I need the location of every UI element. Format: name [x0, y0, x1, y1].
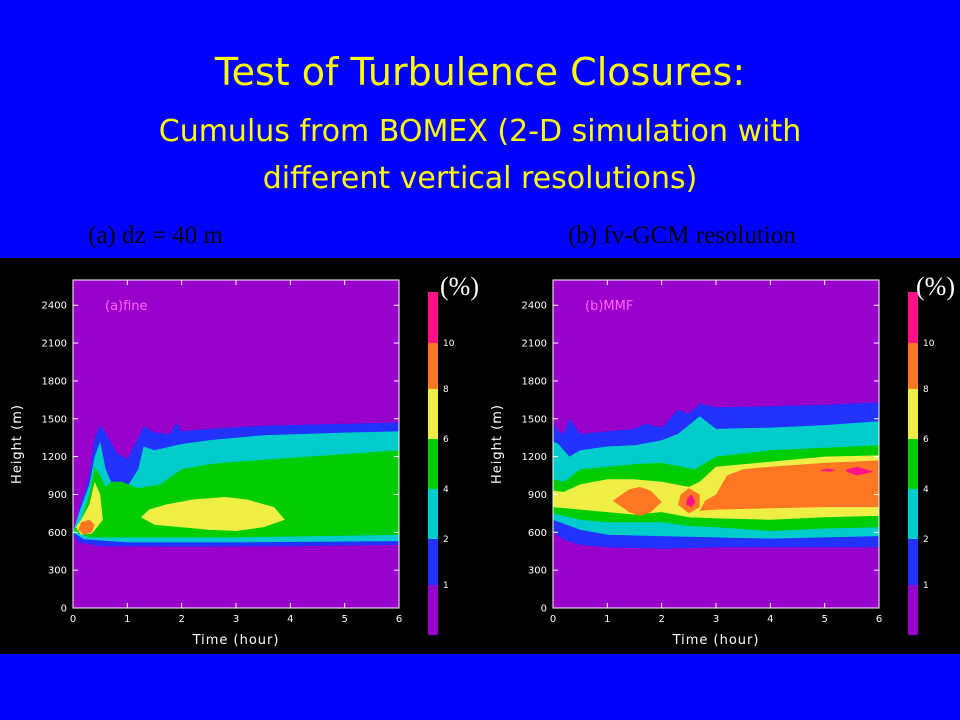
- colorbar-segment: [908, 292, 918, 343]
- colorbar-tick-label: 4: [443, 485, 449, 495]
- x-tick-label: 5: [341, 614, 347, 625]
- y-tick-label: 0: [541, 604, 547, 615]
- colorbar-segment: [908, 585, 918, 635]
- colorbar-tick-label: 8: [443, 385, 449, 395]
- colorbar-segment: [908, 343, 918, 389]
- panel-label: (b)MMF: [585, 299, 633, 314]
- y-tick-label: 2100: [42, 339, 67, 350]
- contour-level-10: [686, 494, 696, 508]
- panel-label: (a)fine: [105, 299, 148, 314]
- y-tick-label: 1800: [522, 376, 547, 387]
- x-tick-label: 1: [124, 614, 130, 625]
- colorbar-unit-b: (%): [916, 272, 955, 301]
- y-tick-label: 0: [61, 604, 67, 615]
- colorbar-tick-label: 2: [443, 535, 449, 545]
- colorbar-tick-label: 10: [443, 339, 455, 349]
- slide-title: Test of Turbulence Closures:: [214, 50, 746, 94]
- colorbar-segment: [908, 489, 918, 539]
- colorbar-tick-label: 10: [923, 339, 935, 349]
- y-tick-label: 2400: [522, 301, 547, 312]
- y-tick-label: 1200: [42, 452, 67, 463]
- colorbar-segment: [428, 292, 438, 343]
- x-axis-label: Time (hour): [192, 633, 280, 648]
- y-tick-label: 900: [48, 490, 67, 501]
- contour-level-8: [78, 519, 95, 535]
- y-tick-label: 2100: [522, 339, 547, 350]
- colorbar-segment: [908, 389, 918, 439]
- y-tick-label: 1800: [42, 376, 67, 387]
- x-tick-label: 2: [178, 614, 184, 625]
- colorbar-unit-a: (%): [440, 272, 479, 301]
- contour-level-8: [612, 486, 662, 516]
- x-tick-label: 3: [713, 614, 719, 625]
- caption-panel-b: (b) fv-GCM resolution: [568, 222, 796, 249]
- caption-panel-a: (a) dz = 40 m: [88, 222, 223, 249]
- slide-subtitle: Cumulus from BOMEX (2-D simulation with …: [0, 108, 960, 202]
- x-axis-label: Time (hour): [672, 633, 760, 648]
- y-tick-label: 1500: [522, 414, 547, 425]
- colorbar-tick-label: 6: [923, 435, 929, 445]
- colorbar-tick-label: 2: [923, 535, 929, 545]
- contour-level-10: [846, 466, 874, 476]
- x-tick-label: 0: [70, 614, 76, 625]
- contour-level-8: [699, 460, 879, 511]
- colorbar-segment: [428, 439, 438, 489]
- y-axis-label: Height (m): [10, 404, 25, 484]
- y-tick-label: 300: [48, 566, 67, 577]
- y-tick-label: 1500: [42, 414, 67, 425]
- chart-panel-a: 0 300 600 900 1200 1500 1800 2100 2400 0 1 2 3 4 5 6 Tim…: [10, 279, 455, 648]
- x-tick-label: 4: [767, 614, 773, 625]
- y-tick-label: 2400: [42, 301, 67, 312]
- x-tick-label: 1: [604, 614, 610, 625]
- x-tick-label: 0: [550, 614, 556, 625]
- x-tick-label: 6: [396, 614, 402, 625]
- y-tick-label: 300: [528, 566, 547, 577]
- colorbar-tick-label: 6: [443, 435, 449, 445]
- contour-level-6: [75, 481, 103, 535]
- colorbar-segment: [908, 439, 918, 489]
- colorbar-tick-label: 4: [923, 485, 929, 495]
- x-tick-label: 5: [821, 614, 827, 625]
- subtitle-line-2: different vertical resolutions): [262, 161, 698, 196]
- y-tick-label: 900: [528, 490, 547, 501]
- colorbar-tick-label: 1: [443, 581, 449, 591]
- colorbar-segment: [908, 539, 918, 585]
- y-tick-label: 600: [48, 528, 67, 539]
- y-tick-label: 1200: [522, 452, 547, 463]
- x-tick-label: 2: [658, 614, 664, 625]
- colorbar-segment: [428, 585, 438, 635]
- colorbar-segment: [428, 389, 438, 439]
- x-tick-label: 3: [233, 614, 239, 625]
- colorbar-tick-label: 1: [923, 581, 929, 591]
- colorbar-segment: [428, 489, 438, 539]
- x-tick-label: 4: [287, 614, 293, 625]
- y-axis-label: Height (m): [490, 404, 505, 484]
- colorbar-segment: [428, 539, 438, 585]
- subtitle-line-1: Cumulus from BOMEX (2-D simulation with: [158, 114, 802, 149]
- chart-panel-b: 0 300 600 900 1200 1500 1800 2100 2400 0 1 2 3 4 5 6 Tim…: [490, 279, 935, 648]
- colorbar-segment: [428, 343, 438, 389]
- contour-level-10: [819, 468, 836, 472]
- colorbar-tick-label: 8: [923, 385, 929, 395]
- contour-level-6: [140, 497, 285, 531]
- x-tick-label: 6: [876, 614, 882, 625]
- y-tick-label: 600: [528, 528, 547, 539]
- figure-area: (%) (%) 0 300 600 900 1200 1500 1800 2100 2400 0 1…: [0, 258, 960, 654]
